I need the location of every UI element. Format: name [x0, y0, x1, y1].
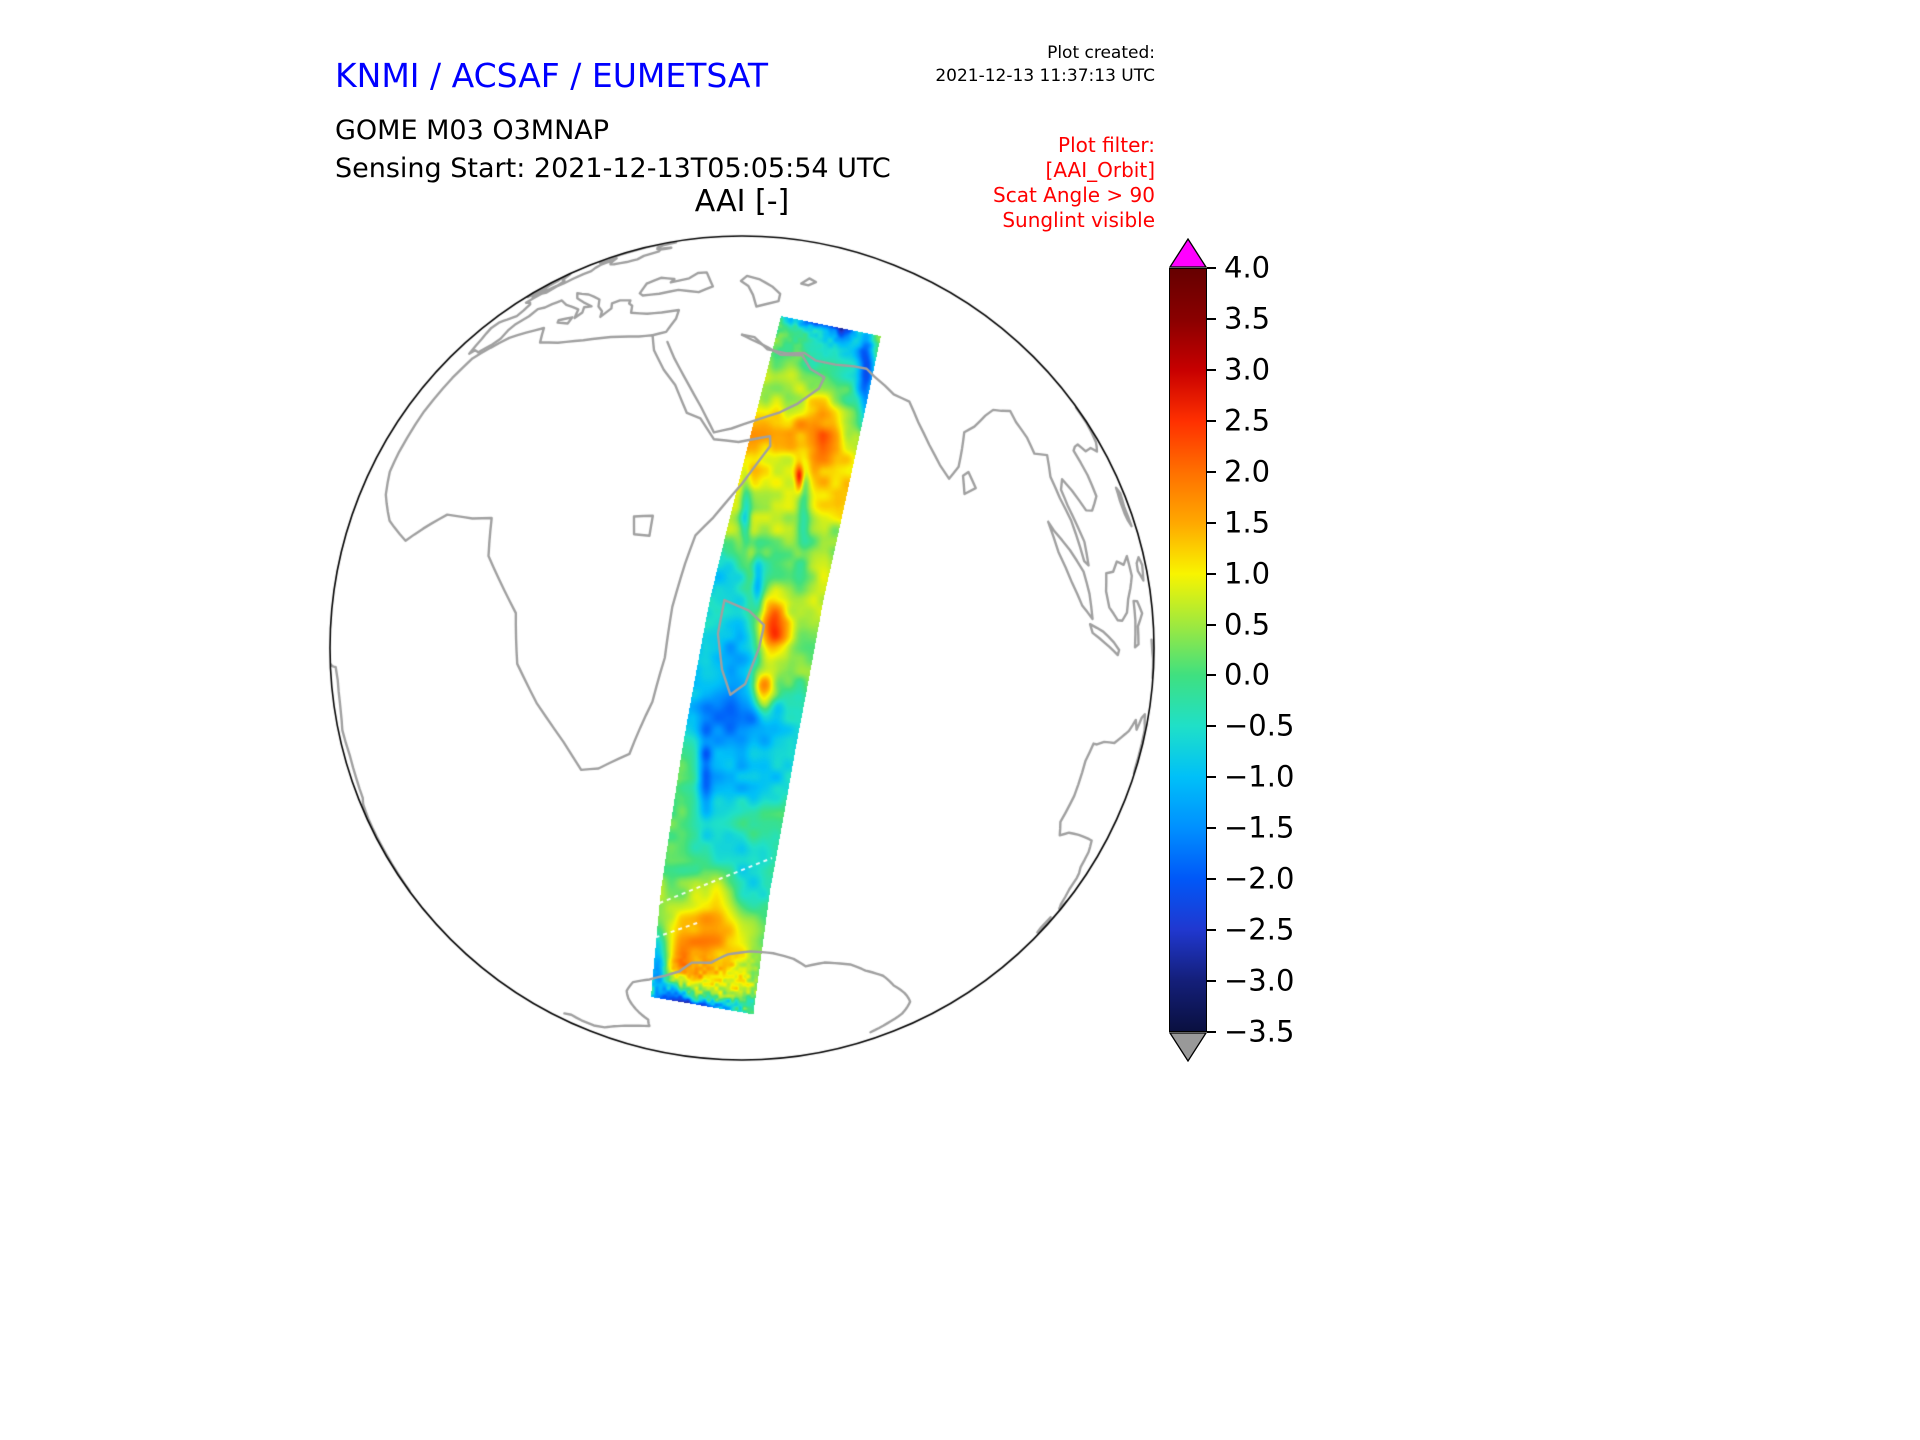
colorbar-tick — [1207, 980, 1216, 983]
colorbar-tick — [1207, 878, 1216, 881]
org-title: KNMI / ACSAF / EUMETSAT — [335, 56, 769, 95]
colorbar-tick — [1207, 267, 1216, 269]
colorbar-tick — [1207, 521, 1216, 524]
colorbar-under-arrow-icon — [1169, 1032, 1207, 1062]
colorbar-tick — [1207, 419, 1216, 422]
colorbar-tick-label: 3.5 — [1224, 301, 1271, 336]
colorbar-tick-label: 4.0 — [1224, 250, 1271, 285]
colorbar-tick — [1207, 317, 1216, 320]
colorbar-tick-label: −0.5 — [1224, 708, 1295, 743]
colorbar-tick-label: 3.0 — [1224, 352, 1271, 387]
colorbar-tick — [1207, 929, 1216, 932]
plot-filter: Plot filter: [AAI_Orbit] Scat Angle > 90… — [993, 133, 1155, 233]
colorbar-tick-label: 0.5 — [1224, 606, 1271, 641]
product-header: GOME M03 O3MNAP Sensing Start: 2021-12-1… — [335, 112, 891, 188]
plot-created-label: Plot created: — [1047, 43, 1155, 63]
colorbar-tick — [1207, 623, 1216, 626]
colorbar-tick-label: −1.0 — [1224, 759, 1295, 794]
colorbar-over-arrow-icon — [1169, 238, 1207, 268]
colorbar-tick — [1207, 1031, 1216, 1033]
plot-created: Plot created: 2021-12-13 11:37:13 UTC — [935, 42, 1155, 88]
product-name: GOME M03 O3MNAP — [335, 115, 610, 146]
colorbar-tick — [1207, 725, 1216, 728]
colorbar: 4.0 3.5 3.0 2.5 2.0 1.5 1.0 0.5 0.0 −0.5 −1.0 −1.5 −… — [1169, 238, 1389, 1062]
colorbar-tick-label: 2.5 — [1224, 403, 1271, 438]
colorbar-tick-label: 1.5 — [1224, 504, 1271, 539]
colorbar-tick-label: 2.0 — [1224, 454, 1271, 489]
colorbar-tick-label: 0.0 — [1224, 657, 1271, 692]
sensing-start: Sensing Start: 2021-12-13T05:05:54 UTC — [335, 153, 891, 184]
plot-title: AAI [-] — [694, 184, 790, 219]
plot-filter-line: Sunglint visible — [1002, 208, 1155, 232]
colorbar-tick-label: −2.5 — [1224, 912, 1295, 947]
colorbar-tick-label: −1.5 — [1224, 810, 1295, 845]
colorbar-tick-label: 1.0 — [1224, 555, 1271, 590]
colorbar-gradient — [1169, 268, 1207, 1032]
plot-filter-line: [AAI_Orbit] — [1045, 158, 1155, 182]
colorbar-tick — [1207, 776, 1216, 779]
colorbar-tick — [1207, 572, 1216, 575]
colorbar-tick-label: −3.0 — [1224, 963, 1295, 998]
colorbar-tick — [1207, 827, 1216, 830]
plot-filter-line: Scat Angle > 90 — [993, 183, 1155, 207]
colorbar-tick-label: −3.5 — [1224, 1014, 1295, 1049]
colorbar-tick-label: −2.0 — [1224, 861, 1295, 896]
colorbar-tick — [1207, 470, 1216, 473]
plot-filter-line: Plot filter: — [1058, 133, 1155, 157]
colorbar-tick — [1207, 368, 1216, 371]
colorbar-tick — [1207, 674, 1216, 677]
plot-created-value: 2021-12-13 11:37:13 UTC — [935, 66, 1155, 86]
